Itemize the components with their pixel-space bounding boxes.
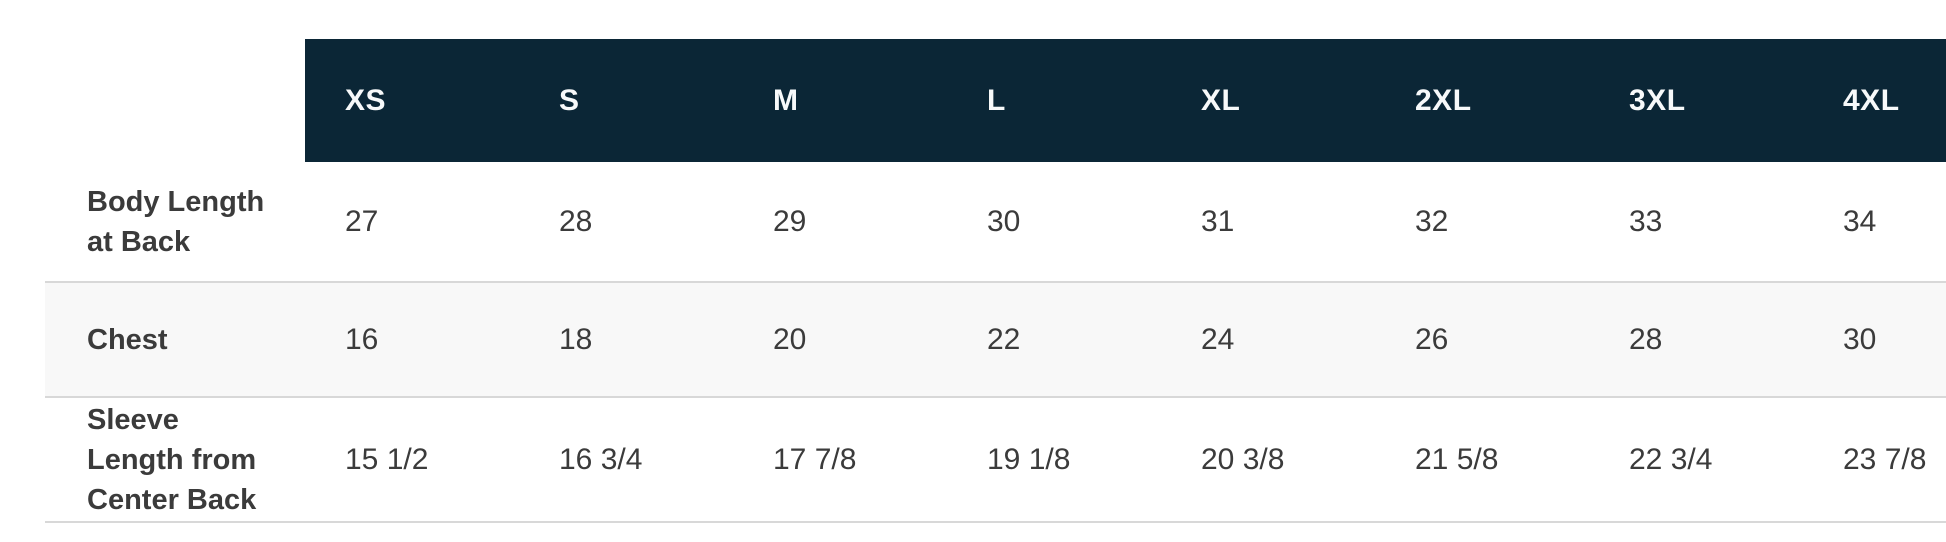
column-header-l: L	[947, 39, 1161, 162]
size-value-3xl-sleeve-length-from-center-back: 22 3/4	[1629, 442, 1713, 476]
size-value-2xl-sleeve-length-from-center-back: 21 5/8	[1415, 442, 1499, 476]
size-value-3xl-chest: 28	[1629, 322, 1663, 356]
row-label-text: Body Length at Back	[87, 185, 265, 258]
column-header-3xl: 3XL	[1589, 39, 1803, 162]
size-value-l-body-length-at-back: 30	[987, 204, 1021, 238]
size-value-xs-sleeve-length-from-center-back: 15 1/2	[345, 442, 429, 476]
row-label-chest: Chest	[45, 283, 305, 396]
size-value-s-sleeve-length-from-center-back: 16 3/4	[559, 442, 643, 476]
table-row-body-length-at-back: Body Length at Back 27 28 29 30 31 32 33 34	[45, 162, 1946, 281]
size-value-xl-body-length-at-back: 31	[1201, 204, 1235, 238]
column-header-xs: XS	[305, 39, 519, 162]
size-value-m-chest: 20	[773, 322, 807, 356]
size-value-4xl-body-length-at-back: 34	[1843, 204, 1877, 238]
size-value-xs-chest: 16	[345, 322, 379, 356]
size-value-m-sleeve-length-from-center-back: 17 7/8	[773, 442, 857, 476]
table-row-chest: Chest 16 18 20 22 24 26 28 30	[45, 281, 1946, 398]
size-value-m-body-length-at-back: 29	[773, 204, 807, 238]
column-header-m: M	[733, 39, 947, 162]
column-header-s: S	[519, 39, 733, 162]
table-row-sleeve-length-from-center-back: Sleeve Length from Center Back 15 1/2 16 3/4…	[45, 398, 1946, 523]
header-corner-spacer	[45, 39, 305, 162]
size-value-4xl-chest: 30	[1843, 322, 1877, 356]
size-value-xs-body-length-at-back: 27	[345, 204, 379, 238]
size-value-xl-chest: 24	[1201, 322, 1235, 356]
size-value-2xl-body-length-at-back: 32	[1415, 204, 1449, 238]
size-value-4xl-sleeve-length-from-center-back: 23 7/8	[1843, 442, 1927, 476]
column-header-4xl: 4XL	[1803, 39, 1946, 162]
size-chart-header-row: XS S M L XL 2XL 3XL 4XL	[45, 39, 1946, 162]
row-label-text: Sleeve Length from Center Back	[87, 403, 257, 516]
column-header-2xl: 2XL	[1375, 39, 1589, 162]
row-label-body-length-at-back: Body Length at Back	[45, 162, 305, 281]
size-value-xl-sleeve-length-from-center-back: 20 3/8	[1201, 442, 1285, 476]
column-header-xl: XL	[1161, 39, 1375, 162]
size-value-2xl-chest: 26	[1415, 322, 1449, 356]
size-value-l-sleeve-length-from-center-back: 19 1/8	[987, 442, 1071, 476]
row-label-text: Chest	[87, 323, 168, 356]
size-chart-table: XS S M L XL 2XL 3XL 4XL Body Length at Back 27 28 2…	[45, 39, 1946, 523]
size-value-l-chest: 22	[987, 322, 1021, 356]
size-value-s-body-length-at-back: 28	[559, 204, 593, 238]
size-value-s-chest: 18	[559, 322, 593, 356]
size-value-3xl-body-length-at-back: 33	[1629, 204, 1663, 238]
row-label-sleeve-length-from-center-back: Sleeve Length from Center Back	[45, 398, 305, 521]
